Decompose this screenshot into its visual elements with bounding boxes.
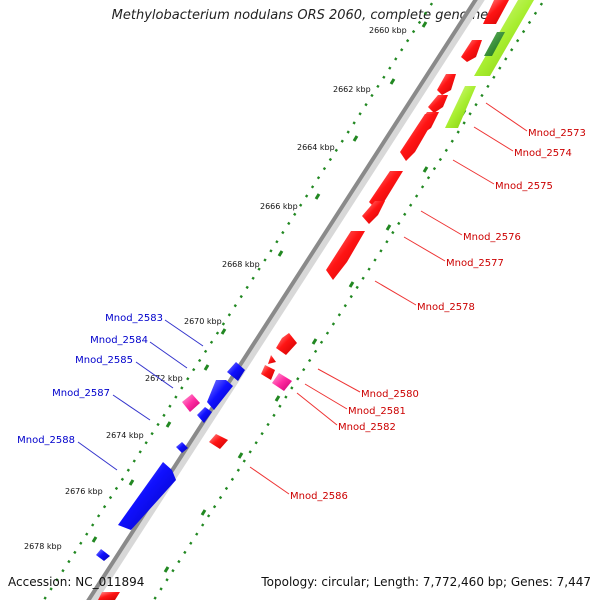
tick-mark: [352, 135, 359, 142]
gene-label[interactable]: Mnod_2583: [105, 313, 163, 324]
tick-label: 2674 kbp: [106, 431, 144, 440]
tick-mark: [128, 479, 135, 486]
leader-line: [135, 361, 174, 389]
leader-line: [485, 102, 528, 132]
tick-label: 2668 kbp: [222, 260, 260, 269]
leader-line: [164, 319, 204, 347]
gene-label[interactable]: Mnod_2588: [17, 435, 75, 446]
leader-line: [112, 394, 151, 421]
gene-arrow-forward[interactable]: [428, 95, 448, 113]
tick-mark: [274, 395, 281, 402]
tick-mark: [314, 193, 321, 200]
misc-feature[interactable]: [474, 0, 534, 76]
gene-arrow-reverse[interactable]: [96, 549, 110, 561]
gene-label[interactable]: Mnod_2582: [338, 422, 396, 433]
gene-arrow-reverse[interactable]: [118, 462, 176, 530]
leader-line: [304, 383, 348, 410]
tick-marks: [91, 21, 503, 573]
scale-track-dots: [42, 0, 436, 600]
leader-line: [403, 236, 446, 262]
label-leaders: [77, 102, 528, 495]
genome-summary-text: Topology: circular; Length: 7,772,460 bp…: [261, 575, 591, 589]
tick-label: 2662 kbp: [333, 85, 371, 94]
tick-mark: [421, 21, 428, 28]
tick-mark: [389, 78, 396, 85]
tick-mark: [348, 281, 355, 288]
gene-label[interactable]: Mnod_2574: [514, 148, 572, 159]
tick-label: 2678 kbp: [24, 542, 62, 551]
tick-mark: [220, 328, 227, 335]
gene-arrow-forward[interactable]: [326, 231, 365, 280]
gene-label[interactable]: Mnod_2573: [528, 128, 586, 139]
gene-arrow-forward[interactable]: [261, 365, 275, 380]
tick-mark: [422, 166, 429, 173]
misc-feature[interactable]: [445, 86, 476, 128]
map-title: Methylobacterium nodulans ORS 2060, comp…: [111, 8, 489, 23]
tick-label: 2670 kbp: [184, 317, 222, 326]
tick-mark: [200, 509, 207, 516]
leader-line: [420, 210, 463, 236]
gene-arrow-forward[interactable]: [362, 201, 385, 224]
leader-line: [249, 466, 290, 495]
reverse-genes: [96, 362, 245, 561]
gene-arrow-forward[interactable]: [209, 434, 228, 449]
gene-label[interactable]: Mnod_2578: [417, 302, 475, 313]
gene-arrow-forward[interactable]: [461, 40, 482, 62]
tick-mark: [165, 421, 172, 428]
tick-mark: [385, 224, 392, 231]
accession-text: Accession: NC_011894: [8, 575, 145, 589]
tick-mark: [91, 536, 98, 543]
tick-mark: [203, 364, 210, 371]
gene-label[interactable]: Mnod_2586: [290, 491, 348, 502]
gene-arrow-reverse[interactable]: [227, 362, 245, 381]
gene-label[interactable]: Mnod_2587: [52, 388, 110, 399]
leader-line: [296, 392, 338, 426]
gene-arrow-reverse[interactable]: [176, 442, 188, 453]
tick-label: 2666 kbp: [260, 202, 298, 211]
forward-genes: [98, 0, 534, 600]
gene-label[interactable]: Mnod_2577: [446, 258, 504, 269]
tick-mark: [277, 250, 284, 257]
tick-label: 2676 kbp: [65, 487, 103, 496]
gene-label[interactable]: Mnod_2581: [348, 406, 406, 417]
tick-label: 2664 kbp: [297, 143, 335, 152]
tick-label: 2672 kbp: [145, 374, 183, 383]
leader-line: [374, 280, 417, 306]
gene-arrow-forward[interactable]: [276, 333, 297, 355]
gene-label[interactable]: Mnod_2575: [495, 181, 553, 192]
gene-arrow-forward[interactable]: [400, 114, 437, 161]
tick-mark: [163, 566, 170, 573]
leader-line: [452, 159, 495, 185]
tick-mark: [237, 452, 244, 459]
gene-arrow-forward[interactable]: [268, 355, 276, 364]
gene-arrow-forward[interactable]: [272, 373, 292, 391]
gene-label[interactable]: Mnod_2580: [361, 389, 419, 400]
gene-arrow-reverse[interactable]: [197, 407, 212, 423]
gene-arrow-forward[interactable]: [437, 74, 456, 95]
gene-arrow-reverse[interactable]: [207, 380, 233, 410]
gene-arrow-forward[interactable]: [369, 171, 403, 208]
gene-label[interactable]: Mnod_2585: [75, 355, 133, 366]
tick-mark: [311, 338, 318, 345]
leader-line: [317, 368, 361, 393]
leader-line: [149, 341, 188, 369]
gene-label[interactable]: Mnod_2576: [463, 232, 521, 243]
gene-arrow-reverse[interactable]: [182, 394, 200, 412]
leader-line: [473, 126, 514, 152]
gene-label[interactable]: Mnod_2584: [90, 335, 148, 346]
gene-arrow-forward[interactable]: [98, 592, 120, 600]
feature-track-dots: [152, 0, 546, 600]
gene-arrow-forward[interactable]: [483, 0, 509, 24]
misc-feature[interactable]: [484, 32, 505, 56]
tick-label: 2660 kbp: [369, 26, 407, 35]
leader-line: [77, 441, 118, 471]
